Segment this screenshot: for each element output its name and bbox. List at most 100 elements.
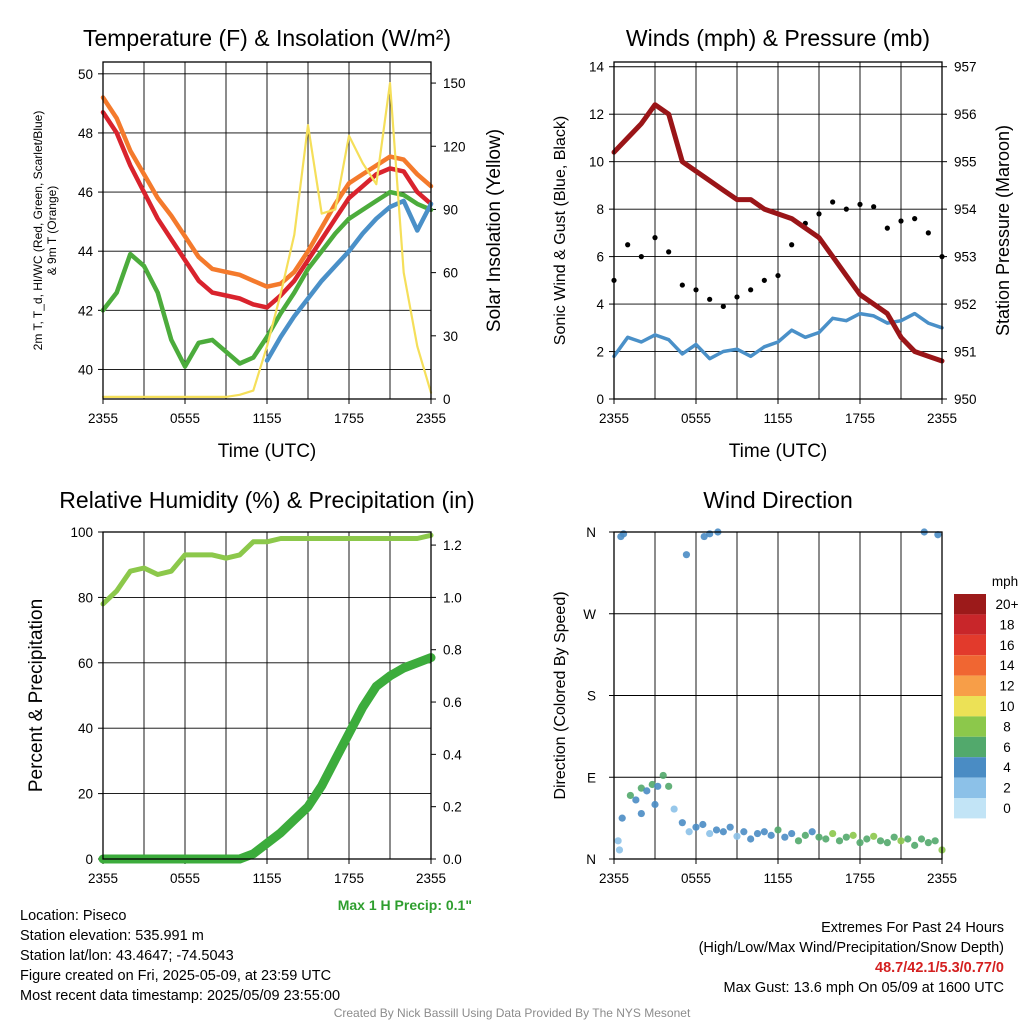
- y-axis-label: Direction (Colored By Speed): [552, 591, 569, 799]
- x-tick-label: 2355: [416, 871, 446, 886]
- y-tick-label-right: 953: [954, 250, 977, 265]
- series-line-wind: [612, 311, 944, 361]
- y-tick-label: 40: [78, 721, 93, 736]
- direction-point: [637, 809, 645, 818]
- x-tick-label: 1755: [845, 411, 875, 426]
- direction-point: [632, 796, 640, 804]
- y-tick-label: N: [586, 852, 596, 867]
- legend-swatch: [954, 675, 986, 696]
- x-tick-label: 1755: [845, 871, 875, 886]
- y-tick-label-right: 60: [443, 266, 458, 281]
- direction-point: [788, 829, 796, 838]
- direction-point: [726, 823, 734, 831]
- x-tick-label: 1155: [763, 411, 792, 426]
- direction-point: [904, 835, 912, 843]
- direction-point: [870, 832, 878, 840]
- direction-point: [712, 826, 721, 834]
- series-line-4: [101, 82, 433, 398]
- gust-point: [775, 272, 781, 279]
- gust-point: [734, 294, 740, 300]
- direction-point: [699, 820, 707, 829]
- direction-point: [619, 530, 628, 538]
- y-tick-label: 20: [78, 787, 93, 802]
- x-tick-label: 0555: [170, 871, 200, 886]
- gust-point: [652, 235, 658, 241]
- direction-point: [897, 837, 905, 845]
- x-axis-label: Time (UTC): [729, 441, 828, 462]
- legend-label: 14: [999, 658, 1015, 673]
- direction-point: [643, 787, 651, 795]
- y-tick-label-right: 30: [443, 329, 458, 344]
- y-axis-label: 2m T, T_d, HI/WC (Red, Green, Scarlet/Bl…: [31, 111, 45, 351]
- x-axis-label: Time (UTC): [218, 441, 317, 462]
- legend-label: 18: [999, 617, 1014, 632]
- direction-point: [794, 837, 803, 845]
- gust-point: [720, 303, 726, 310]
- station-info: Location: Piseco Station elevation: 535.…: [20, 906, 340, 1006]
- direction-point: [917, 835, 926, 843]
- legend-swatch: [954, 716, 986, 737]
- y-tick-label: 50: [78, 67, 93, 82]
- direction-point: [615, 846, 624, 854]
- x-tick-label: 1755: [334, 411, 364, 426]
- direction-point: [614, 837, 622, 845]
- gust-point: [761, 277, 767, 283]
- y-tick-label: 2: [596, 345, 604, 360]
- legend-swatch: [954, 594, 986, 615]
- direction-point: [733, 832, 741, 840]
- x-tick-label: 1155: [763, 871, 792, 886]
- direction-point: [706, 530, 714, 538]
- direction-point: [637, 784, 645, 792]
- direction-point: [719, 828, 727, 836]
- x-tick-label: 2355: [88, 411, 118, 426]
- direction-point: [685, 828, 693, 836]
- series-line-1: [100, 110, 434, 310]
- y-axis-label-right: Solar Insolation (Yellow): [484, 129, 505, 332]
- direction-point: [842, 833, 850, 841]
- direction-point: [747, 835, 755, 843]
- y-tick-label-right: 952: [954, 297, 977, 312]
- info-created: Figure created on Fri, 2025-05-09, at 23…: [20, 968, 332, 984]
- gust-point: [843, 206, 849, 212]
- y-tick-label: 48: [78, 126, 93, 141]
- plot-border: [102, 61, 432, 400]
- y-tick-label-right: 0: [443, 392, 451, 407]
- y-tick-label: 12: [589, 107, 604, 122]
- chart-title: Wind Direction: [703, 487, 853, 513]
- direction-point: [924, 839, 932, 847]
- max-precip-label: Max 1 H Precip: 0.1": [337, 897, 472, 913]
- chart-title: Temperature (F) & Insolation (W/m²): [83, 25, 451, 51]
- y-tick-label-right: 955: [954, 155, 977, 170]
- gust-point: [871, 204, 877, 210]
- gust-point: [816, 211, 822, 217]
- y-tick-label: 0: [85, 852, 93, 867]
- y-tick-label-right: 150: [443, 76, 466, 91]
- y-axis-label: Percent & Precipitation: [26, 599, 47, 792]
- info-elevation: Station elevation: 535.991 m: [20, 928, 204, 944]
- direction-point: [648, 780, 656, 789]
- direction-point: [849, 831, 857, 839]
- legend-swatch: [954, 798, 986, 819]
- direction-point: [682, 551, 691, 559]
- gust-point: [748, 287, 754, 293]
- y-tick-label-right: 0.0: [443, 852, 462, 867]
- series-line-2: [100, 189, 434, 369]
- direction-point: [654, 782, 662, 790]
- direction-point: [740, 828, 748, 836]
- legend-label: 20+: [996, 597, 1019, 612]
- y-tick-label-right: 951: [954, 345, 977, 360]
- x-tick-label: 2355: [416, 411, 446, 426]
- y-tick-label-right: 957: [954, 60, 977, 75]
- legend-title: mph: [992, 574, 1018, 589]
- direction-point: [678, 819, 686, 827]
- y-tick-label-right: 954: [954, 202, 977, 217]
- gust-point: [679, 282, 685, 288]
- y-tick-label: 14: [589, 60, 605, 75]
- direction-point: [692, 823, 700, 831]
- y-tick-label-right: 0.2: [443, 800, 462, 815]
- y-tick-label-right: 1.2: [443, 538, 462, 553]
- series-line-3: [264, 198, 434, 363]
- direction-point: [863, 835, 871, 843]
- direction-point: [781, 833, 789, 841]
- direction-point: [931, 837, 939, 845]
